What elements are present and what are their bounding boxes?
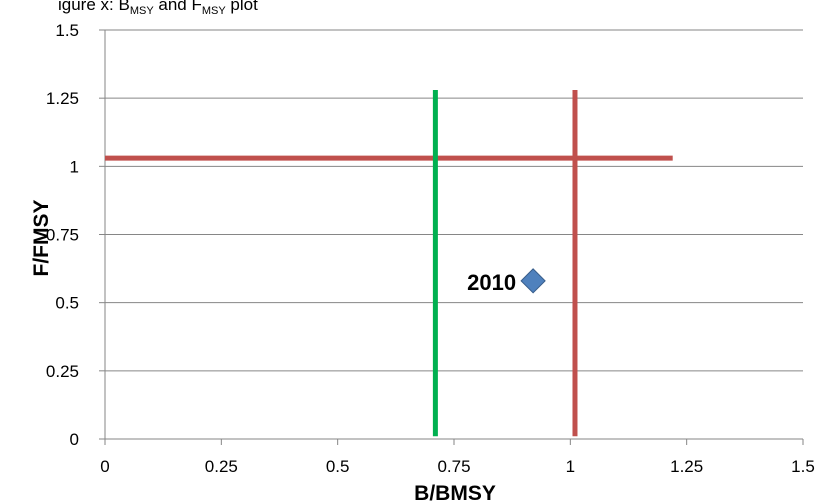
y-tick-label-5: 1.25 xyxy=(46,89,79,108)
tick-labels: 0 0.25 0.5 0.75 1 1.25 1.5 0 0.25 0.5 0.75 1 1.25 1.5 xyxy=(46,21,815,476)
gridlines xyxy=(105,29,803,372)
y-axis-label: F/FMSY xyxy=(30,200,53,277)
data-point-label-0: 2010 xyxy=(467,270,516,295)
x-tick-label-3: 0.75 xyxy=(437,457,470,476)
reference-lines xyxy=(105,89,673,437)
x-tick-label-6: 1.5 xyxy=(791,457,815,476)
axes xyxy=(99,29,804,445)
x-tick-label-1: 0.25 xyxy=(205,457,238,476)
x-tick-label-5: 1.25 xyxy=(670,457,703,476)
x-tick-label-0: 0 xyxy=(100,457,109,476)
x-tick-label-4: 1 xyxy=(566,457,575,476)
y-tick-label-3: 0.75 xyxy=(46,226,79,245)
data-points: 2010 xyxy=(467,268,546,295)
data-point-0 xyxy=(520,268,546,294)
y-tick-label-1: 0.25 xyxy=(46,362,79,381)
x-axis-label: B/BMSY xyxy=(414,482,496,502)
y-tick-label-0: 0 xyxy=(70,430,79,449)
y-tick-label-4: 1 xyxy=(70,157,79,176)
y-tick-label-2: 0.5 xyxy=(55,294,79,313)
header-fragment: igure x: BMSY and FMSY plot xyxy=(58,0,258,17)
x-tick-label-2: 0.5 xyxy=(326,457,350,476)
y-tick-label-6: 1.5 xyxy=(55,21,79,40)
